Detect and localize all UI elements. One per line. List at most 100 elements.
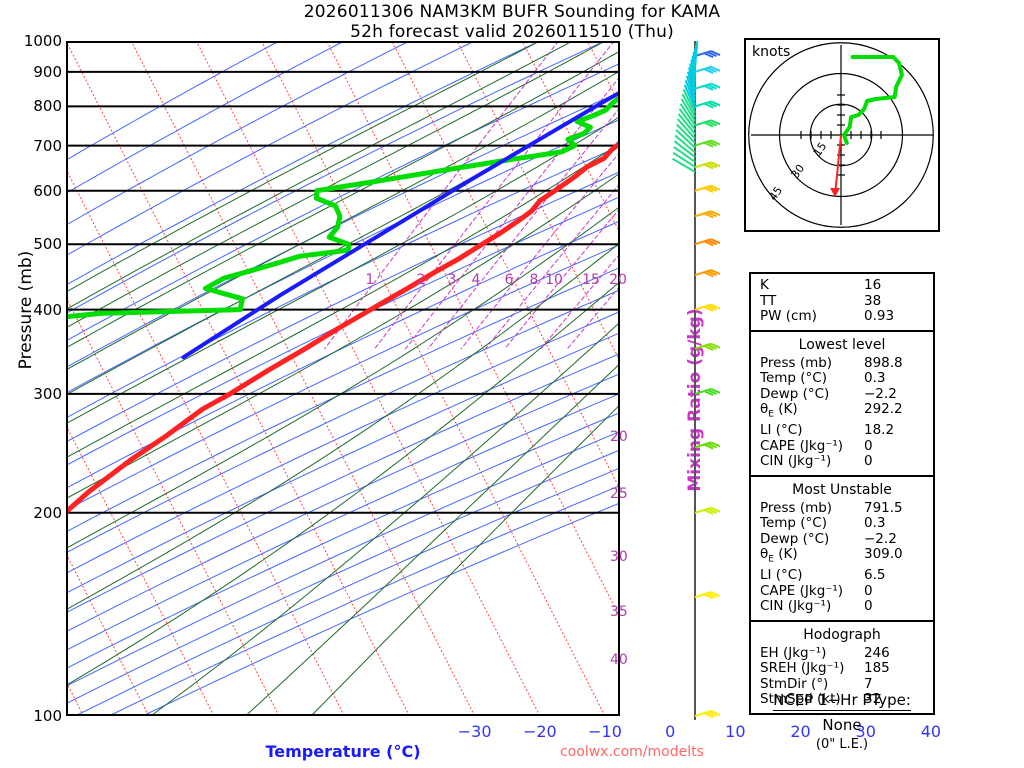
wind-barb-flag — [703, 163, 714, 170]
stat-value: 246 — [864, 644, 890, 661]
wind-barb-flag — [707, 442, 718, 449]
wind-barb-flag — [707, 389, 718, 395]
wind-barb-flag — [707, 592, 718, 599]
stat-key: θE (K) — [760, 546, 798, 565]
stat-row: θE (K) 309.0 — [751, 546, 933, 568]
stat-row: CAPE (Jkg⁻¹) 0 — [751, 437, 933, 455]
wind-barb-shaft — [694, 41, 699, 68]
stat-row: Dewp (°C) −2.2 — [751, 530, 933, 548]
dry-adiabat-line — [66, 41, 541, 286]
mixing-ratio-side-label: 30 — [610, 549, 628, 565]
stat-row: TT 38 — [751, 292, 933, 310]
temperature-tick-label: −20 — [522, 722, 557, 741]
stat-row: PW (cm) 0.93 — [751, 308, 933, 325]
stat-value: 309.0 — [864, 546, 903, 563]
wind-barb-flag — [707, 304, 718, 311]
pressure-tick-label: 1000 — [23, 32, 62, 50]
dry-adiabat-line — [66, 431, 620, 687]
ptype-panel: NCEP 1−Hr PType: None (0" L.E.) — [742, 690, 942, 752]
stat-value: 0.3 — [864, 370, 886, 386]
wind-barb-flag — [703, 52, 714, 59]
pressure-tick-label: 500 — [33, 235, 62, 254]
wind-barb-flag — [710, 388, 721, 394]
dry-adiabat-line — [66, 63, 620, 342]
moist-adiabat-line — [66, 242, 620, 611]
mixing-ratio-line — [485, 183, 620, 350]
mixing-ratio-side-label: 20 — [610, 429, 628, 445]
stat-key: LI (°C) — [760, 567, 803, 584]
stat-row: StmSpd (kt) 32 — [751, 692, 933, 708]
dry-adiabat-line — [66, 41, 410, 226]
wind-barb-flag — [707, 162, 718, 169]
moist-adiabat-line — [66, 142, 620, 459]
dry-adiabat-line — [66, 41, 280, 161]
hodograph-stats-section: Hodograph EH (Jkg⁻¹) 246 SREH (Jkg⁻¹) 185 Stm… — [751, 622, 933, 713]
wind-barb-flag — [710, 441, 721, 448]
stat-row: Temp (°C) 0.3 — [751, 370, 933, 387]
wind-barb-flag — [707, 140, 718, 147]
wind-barb-flag — [703, 84, 714, 91]
stat-key: TT — [760, 292, 777, 309]
stat-value: 0 — [864, 437, 873, 454]
hodograph-trace[interactable] — [841, 55, 904, 145]
stat-value: 0.93 — [864, 308, 895, 324]
stat-key: EH (Jkg⁻¹) — [760, 644, 827, 661]
temperature-tick-label: 30 — [855, 722, 876, 741]
pressure-axis-title: Pressure (mb) — [16, 250, 36, 370]
series-parcel-path-line[interactable] — [181, 90, 620, 360]
mixing-ratio-line — [540, 253, 620, 350]
dry-adiabat-line — [66, 392, 620, 651]
wind-barb-flag — [710, 269, 721, 275]
stat-value: 7 — [864, 675, 873, 692]
series-dewpoint-line[interactable] — [66, 95, 620, 320]
pressure-tick-label: 200 — [33, 503, 62, 522]
dry-adiabat-line — [74, 467, 620, 716]
dry-adiabat-line — [66, 412, 620, 669]
wind-barb-flag — [710, 303, 721, 310]
hodograph-panel[interactable]: 15 30 45 — [744, 38, 940, 232]
series-temperature-line[interactable] — [66, 140, 620, 515]
stat-row: LI (°C) 18.2 — [751, 423, 933, 439]
wind-barb-flag — [703, 141, 714, 148]
mixing-ratio-tick-label: 6 — [504, 272, 514, 289]
mixing-ratio-tick-label: 4 — [471, 272, 481, 289]
ptype-amount: (0" L.E.) — [815, 737, 869, 752]
wind-barb-flag — [707, 120, 718, 127]
wind-barb-column[interactable] — [662, 38, 732, 728]
wind-barb-shaft — [680, 98, 696, 122]
stat-key: Temp (°C) — [760, 370, 827, 386]
pressure-tick-label: 800 — [33, 97, 62, 116]
stat-row: CIN (Jkg⁻¹) 0 — [751, 599, 933, 615]
indices-section: K 16 TT 38 PW (cm) 0.93 — [751, 274, 933, 332]
pressure-tick-label: 900 — [33, 62, 62, 81]
stat-value: 6.5 — [864, 567, 886, 584]
dry-adiabat-line — [66, 41, 345, 194]
stat-value: 18.2 — [864, 422, 895, 439]
stat-value: 0 — [864, 598, 873, 615]
stat-key: Dewp (°C) — [760, 530, 830, 547]
wind-barb-flag — [710, 82, 721, 89]
wind-barb-flag — [703, 390, 714, 397]
stat-value: 185 — [864, 660, 890, 677]
wind-barb-shaft — [671, 157, 696, 173]
moist-adiabat-line — [66, 281, 620, 686]
mixing-ratio-tick-label: 10 — [545, 272, 563, 289]
stat-key: SREH (Jkg⁻¹) — [760, 660, 845, 677]
moist-adiabat-line — [66, 206, 620, 549]
hodograph-ring-label: 45 — [766, 184, 785, 203]
temperature-tick-label: 10 — [725, 722, 746, 741]
wind-barb-flag — [707, 51, 718, 58]
storm-motion-vector[interactable] — [834, 134, 842, 196]
wind-barb-flag — [703, 187, 714, 193]
hodograph-ring — [748, 42, 934, 228]
skewt-diagram[interactable] — [66, 41, 620, 716]
wind-barb-flag — [710, 710, 721, 716]
wind-barb-flag — [707, 83, 718, 90]
stat-value: 32 — [864, 691, 882, 708]
wind-barb-shaft — [681, 93, 696, 118]
wind-barb-flag — [707, 211, 718, 218]
hodograph-ring-label: 15 — [811, 140, 830, 159]
mixing-ratio-tick-label: 1 — [365, 272, 375, 289]
wind-barb-flag — [710, 50, 721, 56]
stat-value: −2.2 — [864, 530, 897, 547]
